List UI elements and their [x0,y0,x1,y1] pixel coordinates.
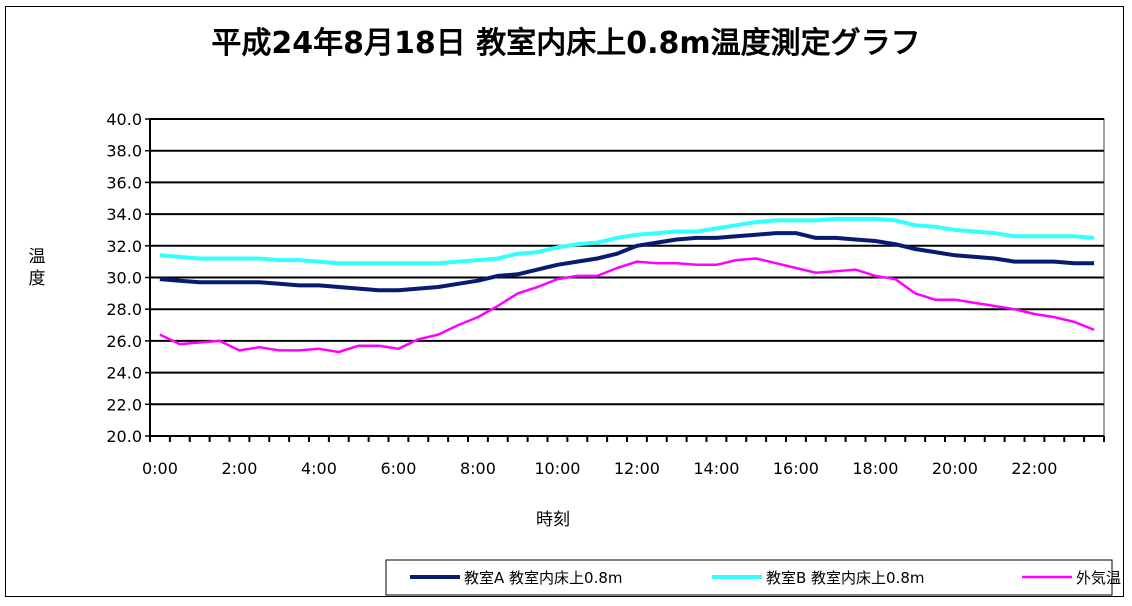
chart-title: 平成24年8月18日 教室内床上0.8m温度測定グラフ [211,26,920,61]
y-tick-label: 20.0 [106,427,142,446]
x-tick-label: 10:00 [534,459,580,478]
y-axis-title-char: 度 [29,269,46,289]
y-tick-label: 26.0 [106,332,142,351]
legend-label-1: 教室A 教室内床上0.8m [464,569,623,587]
y-tick-label: 36.0 [106,173,142,192]
series-line-3 [159,257,1095,354]
x-tick-label: 6:00 [380,459,416,478]
series-line-1 [159,231,1095,293]
y-tick-label: 30.0 [106,269,142,288]
x-tick-label: 14:00 [693,459,739,478]
x-tick-label: 16:00 [773,459,819,478]
series-line-2 [159,216,1095,266]
legend-label-2: 教室B 教室内床上0.8m [766,569,925,587]
y-tick-label: 28.0 [106,300,142,319]
y-tick-label: 32.0 [106,237,142,256]
y-tick-label: 24.0 [106,364,142,383]
x-tick-label: 2:00 [221,459,257,478]
line-chart: 平成24年8月18日 教室内床上0.8m温度測定グラフ 20.0 22.0 24.0… [29,26,1121,596]
series-lines [159,216,1095,354]
y-axis-title-char: 温 [29,247,46,267]
y-tick-label: 22.0 [106,395,142,414]
x-tick-label: 0:00 [142,459,178,478]
legend-label-3: 外気温 [1076,569,1121,587]
y-axis-ticks: 20.0 22.0 24.0 26.0 28.0 30.0 32.0 34.0 36.0 38.0… [106,110,150,446]
x-axis-ticks: 0:00 2:00 4:00 6:00 8:00 10:00 12:00 14:00 16:00… [142,436,1105,478]
legend: 教室A 教室内床上0.8m 教室B 教室内床上0.8m 外気温 [385,559,1121,596]
y-axis-title: 温度 [29,247,46,289]
x-tick-label: 4:00 [301,459,337,478]
x-tick-label: 12:00 [614,459,660,478]
x-axis-title: 時刻 [536,510,570,530]
x-tick-label: 20:00 [932,459,978,478]
chart-frame: 平成24年8月18日 教室内床上0.8m温度測定グラフ 20.0 22.0 24.0… [5,6,1124,597]
x-tick-label: 8:00 [460,459,496,478]
x-tick-label: 18:00 [852,459,898,478]
y-tick-label: 38.0 [106,142,142,161]
y-tick-label: 34.0 [106,205,142,224]
y-tick-label: 40.0 [106,110,142,129]
x-tick-label: 22:00 [1011,459,1057,478]
